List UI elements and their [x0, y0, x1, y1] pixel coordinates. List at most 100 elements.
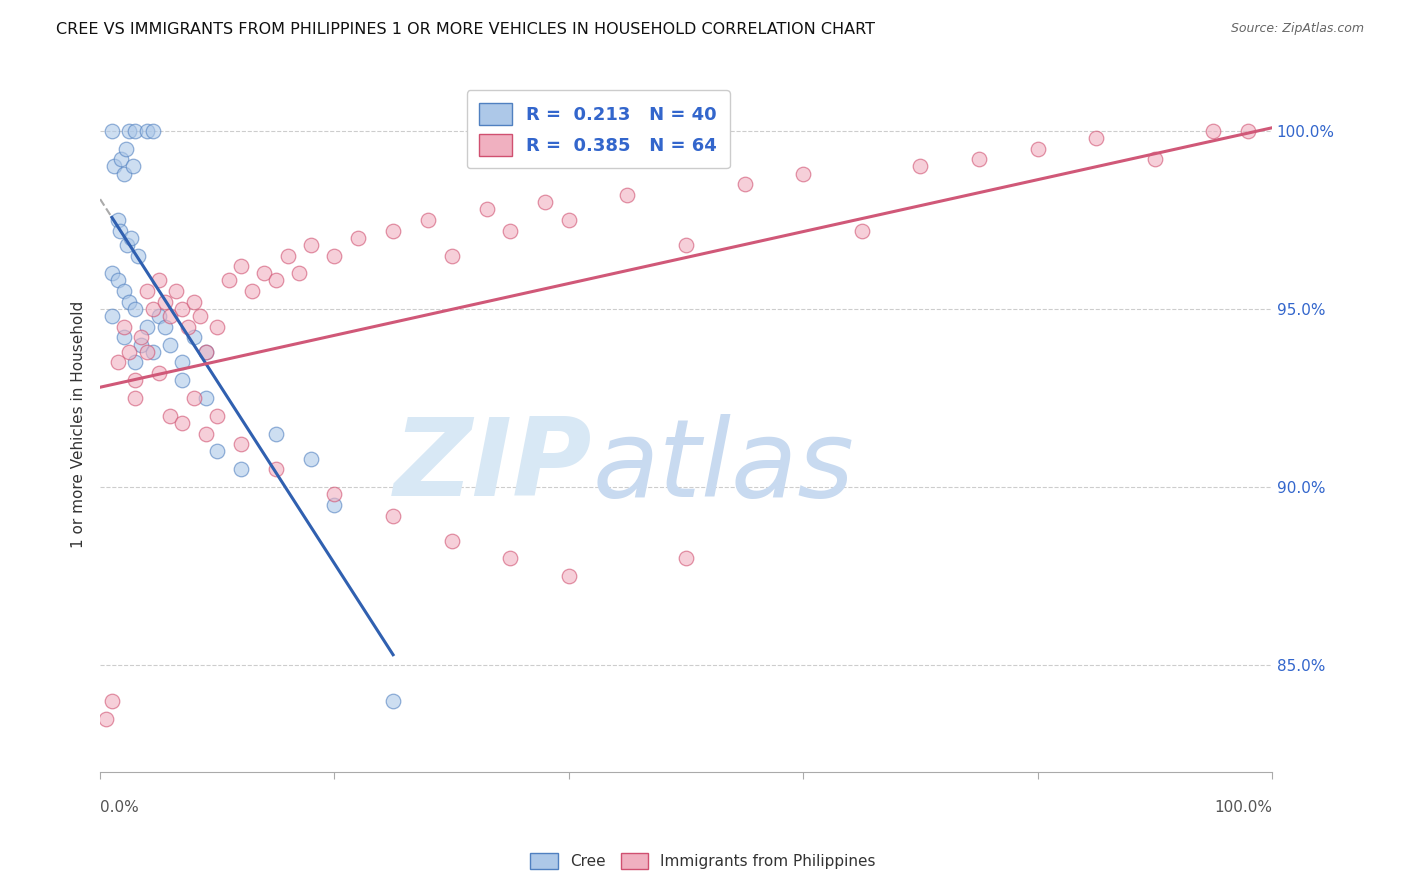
Point — [967, 153, 990, 167]
Point — [207, 444, 229, 458]
Point — [101, 694, 124, 708]
Point — [440, 533, 463, 548]
Point — [112, 330, 135, 344]
Point — [382, 508, 405, 523]
Point — [148, 366, 170, 380]
Point — [148, 273, 170, 287]
Point — [122, 160, 145, 174]
Point — [101, 124, 124, 138]
Point — [194, 344, 217, 359]
Text: ZIP: ZIP — [394, 413, 592, 519]
Point — [475, 202, 498, 217]
Point — [153, 319, 176, 334]
Point — [172, 301, 194, 316]
Point — [288, 266, 311, 280]
Point — [440, 248, 463, 262]
Point — [165, 284, 187, 298]
Point — [124, 355, 146, 369]
Point — [1143, 153, 1166, 167]
Point — [172, 355, 194, 369]
Point — [142, 301, 165, 316]
Point — [110, 153, 132, 167]
Point — [127, 248, 149, 262]
Point — [264, 462, 287, 476]
Point — [112, 167, 135, 181]
Point — [1237, 124, 1260, 138]
Point — [382, 694, 405, 708]
Point — [94, 712, 117, 726]
Point — [277, 248, 299, 262]
Point — [142, 344, 165, 359]
Point — [1085, 131, 1108, 145]
Point — [159, 409, 181, 423]
Point — [207, 319, 229, 334]
Point — [242, 284, 264, 298]
Point — [118, 294, 141, 309]
Y-axis label: 1 or more Vehicles in Household: 1 or more Vehicles in Household — [72, 301, 86, 549]
Text: 0.0%: 0.0% — [100, 800, 139, 815]
Point — [616, 188, 638, 202]
Point — [207, 409, 229, 423]
Point — [124, 124, 146, 138]
Point — [101, 266, 124, 280]
Point — [159, 337, 181, 351]
Point — [172, 416, 194, 430]
Point — [183, 330, 205, 344]
Point — [115, 142, 138, 156]
Point — [194, 391, 217, 405]
Point — [347, 231, 370, 245]
Legend: R =  0.213   N = 40, R =  0.385   N = 64: R = 0.213 N = 40, R = 0.385 N = 64 — [467, 90, 730, 169]
Point — [323, 248, 346, 262]
Point — [792, 167, 814, 181]
Point — [153, 294, 176, 309]
Point — [675, 551, 697, 566]
Point — [229, 437, 252, 451]
Point — [136, 319, 159, 334]
Point — [323, 498, 346, 512]
Text: Source: ZipAtlas.com: Source: ZipAtlas.com — [1230, 22, 1364, 36]
Point — [112, 284, 135, 298]
Point — [183, 294, 205, 309]
Point — [558, 213, 581, 227]
Point — [264, 273, 287, 287]
Point — [382, 224, 405, 238]
Point — [675, 238, 697, 252]
Text: atlas: atlas — [592, 414, 855, 519]
Point — [159, 309, 181, 323]
Text: 100.0%: 100.0% — [1213, 800, 1272, 815]
Text: CREE VS IMMIGRANTS FROM PHILIPPINES 1 OR MORE VEHICLES IN HOUSEHOLD CORRELATION : CREE VS IMMIGRANTS FROM PHILIPPINES 1 OR… — [56, 22, 876, 37]
Point — [194, 426, 217, 441]
Point — [101, 309, 124, 323]
Point — [172, 373, 194, 387]
Point — [103, 160, 125, 174]
Point — [229, 462, 252, 476]
Point — [299, 238, 322, 252]
Point — [136, 344, 159, 359]
Point — [115, 238, 138, 252]
Point — [136, 284, 159, 298]
Point — [108, 224, 131, 238]
Point — [851, 224, 873, 238]
Point — [499, 551, 522, 566]
Point — [188, 309, 211, 323]
Legend: Cree, Immigrants from Philippines: Cree, Immigrants from Philippines — [524, 847, 882, 875]
Point — [194, 344, 217, 359]
Point — [734, 178, 756, 192]
Point — [124, 391, 146, 405]
Point — [218, 273, 240, 287]
Point — [124, 373, 146, 387]
Point — [264, 426, 287, 441]
Point — [534, 195, 557, 210]
Point — [129, 330, 152, 344]
Point — [418, 213, 440, 227]
Point — [910, 160, 932, 174]
Point — [499, 224, 522, 238]
Point — [107, 213, 129, 227]
Point — [177, 319, 200, 334]
Point — [136, 124, 159, 138]
Point — [229, 259, 252, 273]
Point — [253, 266, 276, 280]
Point — [107, 355, 129, 369]
Point — [323, 487, 346, 501]
Point — [1202, 124, 1225, 138]
